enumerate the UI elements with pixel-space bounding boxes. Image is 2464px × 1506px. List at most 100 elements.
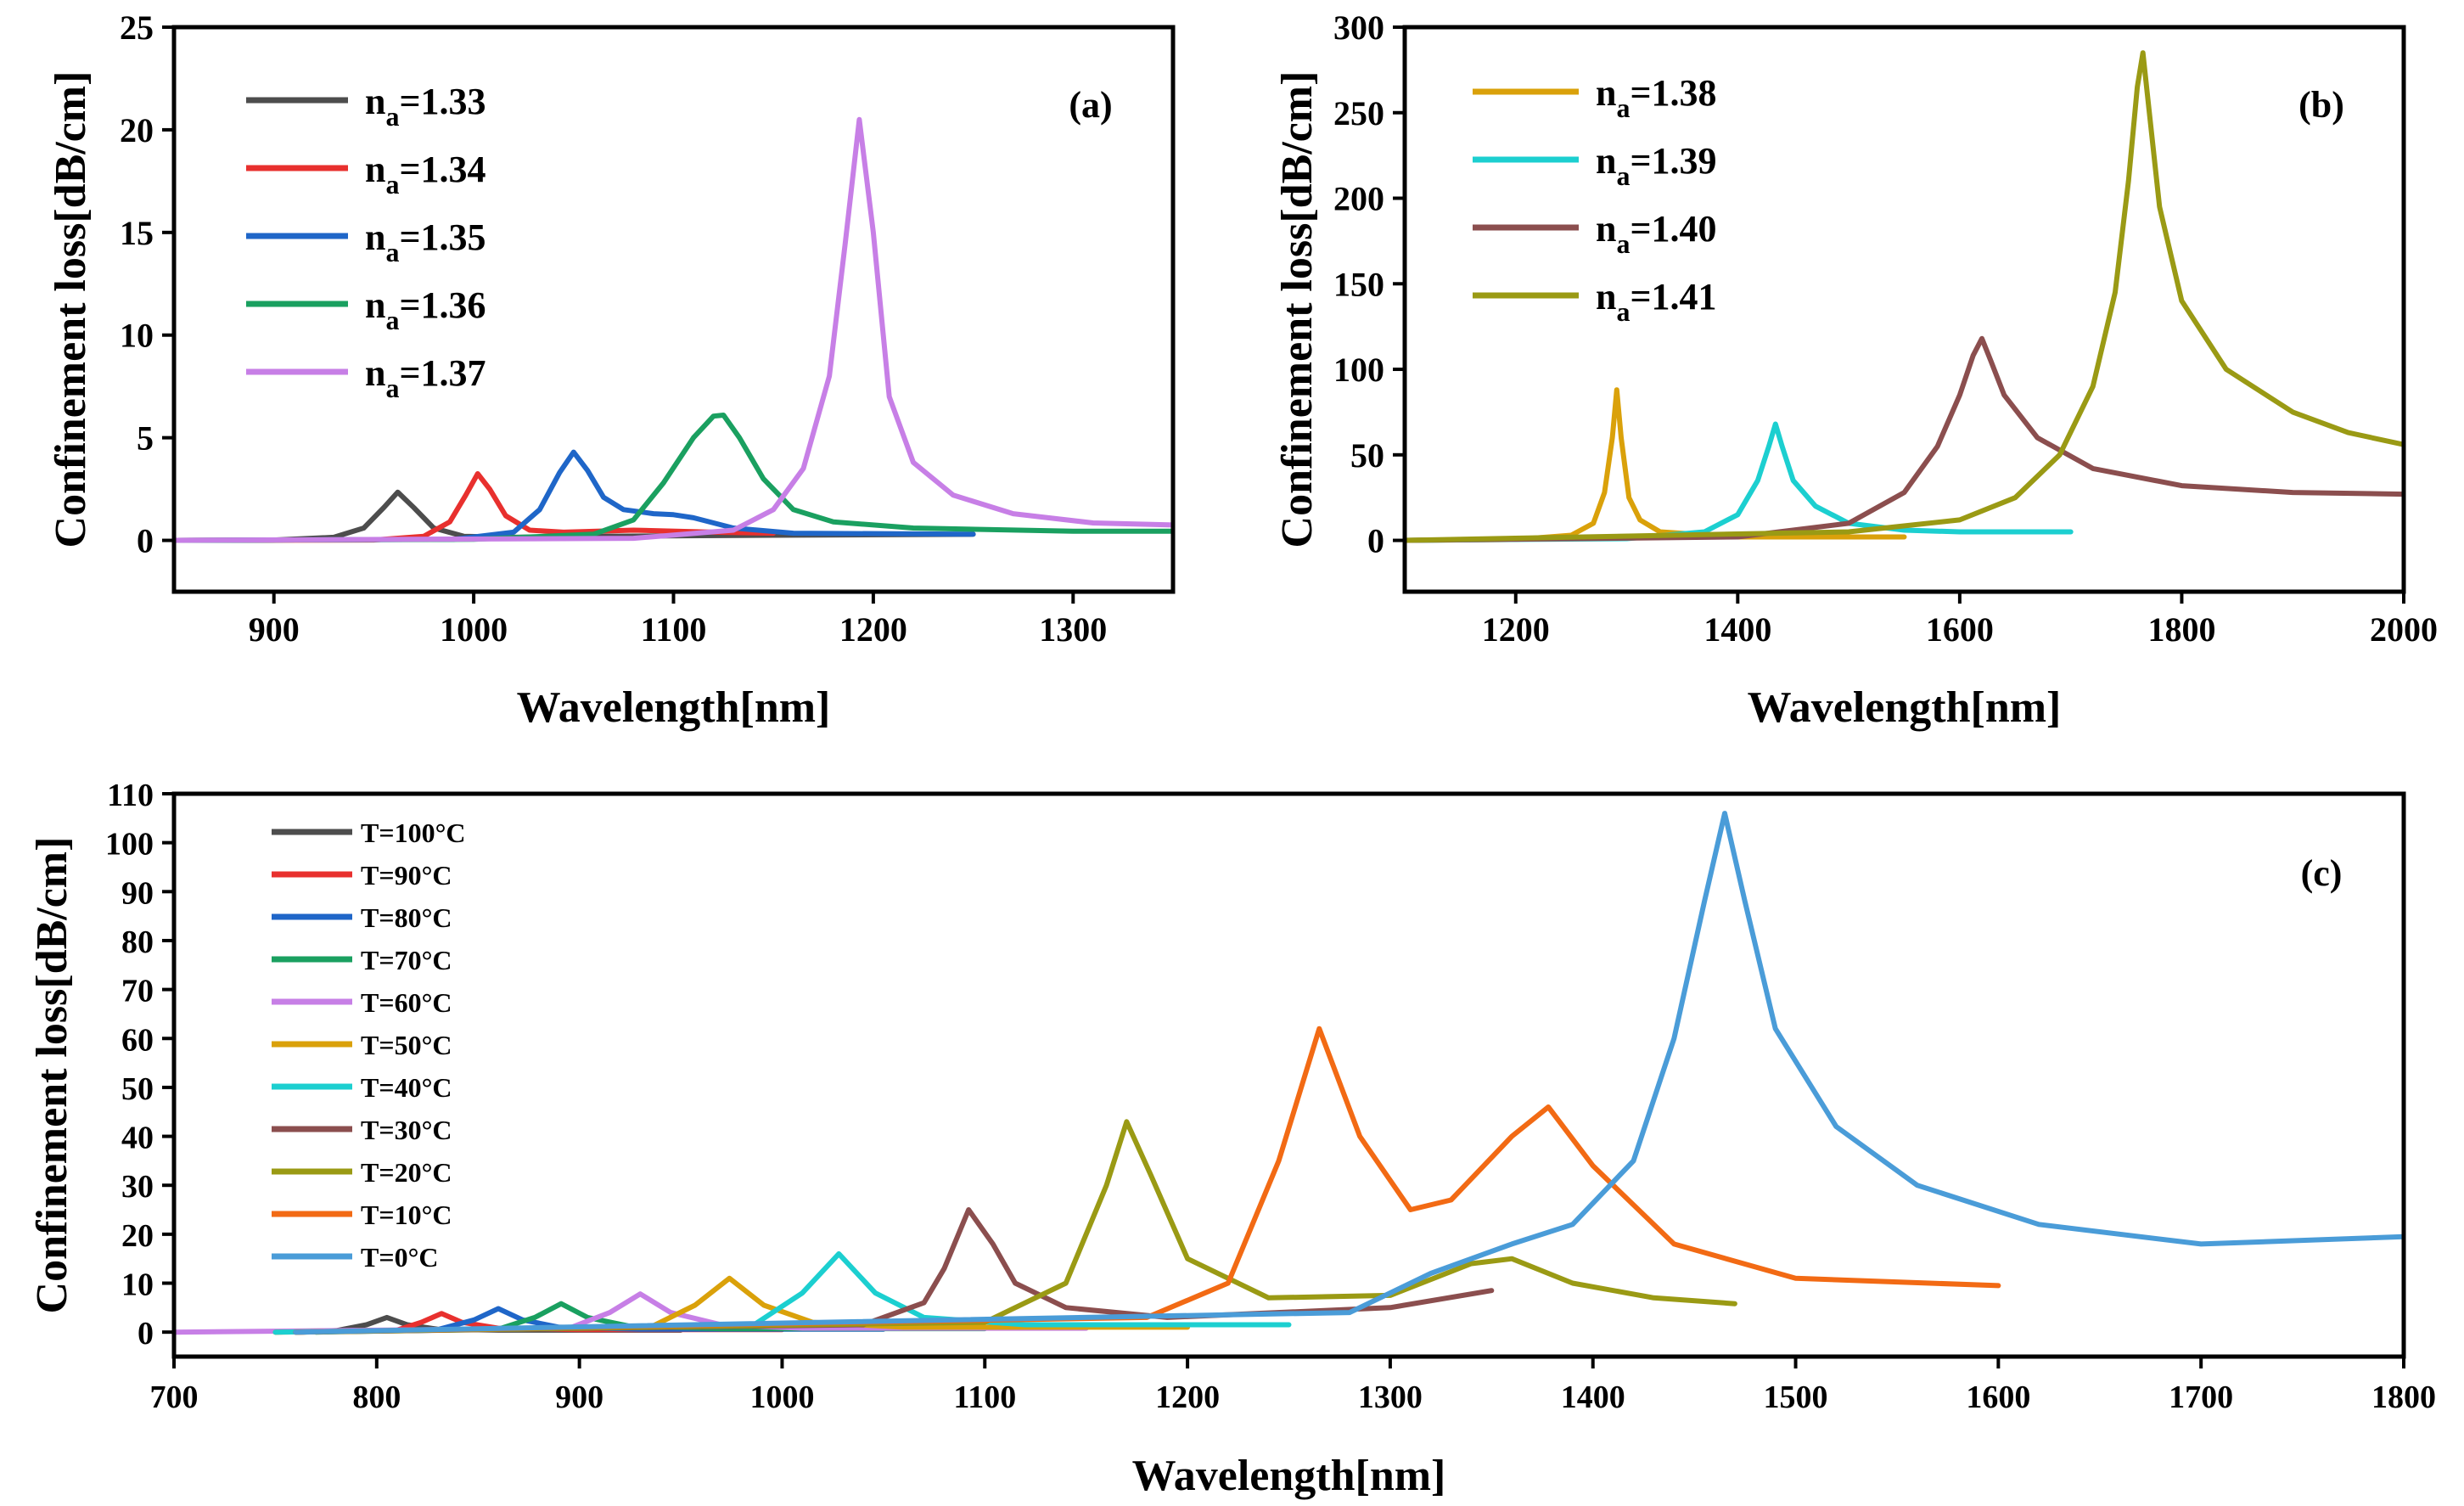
panel-label: (c) — [2301, 852, 2343, 894]
series-line-1 — [1405, 421, 2074, 543]
y-tick-label: 50 — [121, 1071, 154, 1107]
x-tick-label: 1700 — [2169, 1380, 2233, 1415]
x-tick-label: 1800 — [2371, 1380, 2436, 1415]
legend-label-base: n — [365, 81, 385, 122]
y-tick-label: 80 — [121, 924, 154, 960]
legend-label-value: =1.33 — [399, 81, 486, 122]
legend-label-value: =1.38 — [1630, 72, 1716, 114]
x-tick-label: 900 — [249, 610, 300, 649]
legend-label-subscript: a — [1616, 160, 1630, 191]
panel-label: (a) — [1069, 84, 1112, 126]
legend-label-base: n — [1596, 208, 1616, 250]
x-tick-label: 1400 — [1561, 1380, 1625, 1415]
y-tick-label: 50 — [1350, 436, 1384, 475]
legend-label-subscript: a — [385, 101, 399, 132]
legend-label-value: =1.40 — [1630, 208, 1716, 250]
legend-label-value: =1.36 — [399, 284, 486, 326]
legend-label: T=80°C — [361, 902, 452, 933]
legend-label: na=1.37 — [365, 352, 486, 403]
y-tick-label: 40 — [121, 1121, 154, 1156]
legend-label-base: n — [1596, 140, 1616, 182]
y-tick-label: 20 — [121, 1218, 154, 1254]
series-line-10 — [293, 811, 2404, 1335]
y-axis-title: Confinement loss[dB/cm] — [28, 837, 76, 1314]
y-tick-label: 5 — [137, 419, 154, 458]
x-axis-title: Wavelength[nm] — [1748, 683, 2062, 732]
legend-label-base: n — [1596, 276, 1616, 317]
x-tick-label: 1600 — [1966, 1380, 2030, 1415]
y-tick-label: 200 — [1333, 180, 1384, 218]
x-tick-label: 2000 — [2370, 610, 2438, 649]
y-tick-label: 150 — [1333, 265, 1384, 303]
legend-label: T=60°C — [361, 987, 452, 1018]
chart-panel-a: 900 1000 1100 1200 1300 0 5 10 15 20 25 Wavelength[… — [47, 8, 1176, 732]
legend-label: T=10°C — [361, 1200, 452, 1230]
legend-label-base: n — [365, 216, 385, 258]
x-tick-label: 1100 — [641, 610, 707, 649]
plot-frame — [171, 25, 1176, 594]
series-line-2 — [1405, 335, 2404, 543]
legend-label-value: =1.34 — [399, 149, 486, 190]
x-tick-label: 1300 — [1358, 1380, 1423, 1415]
legend-label-base: n — [365, 284, 385, 326]
chart-panel-c: 700 800 900 1000 1100 1200 1300 1400 1500 1600 170… — [28, 778, 2436, 1500]
y-tick-label: 0 — [138, 1316, 154, 1351]
series-line-3 — [174, 413, 1173, 543]
legend-label-base: n — [1596, 72, 1616, 114]
legend-label: T=40°C — [361, 1072, 452, 1103]
series-line-4 — [174, 116, 1173, 543]
y-tick-label: 10 — [121, 1267, 154, 1303]
legend-label-subscript: a — [385, 169, 399, 199]
x-axis-title: Wavelength[nm] — [1132, 1452, 1446, 1500]
y-tick-label: 100 — [1333, 351, 1384, 389]
legend-label-base: n — [365, 352, 385, 394]
series-line-0 — [1405, 387, 1907, 543]
x-tick-label: 700 — [150, 1380, 199, 1415]
plot-frame — [1402, 25, 2406, 594]
x-tick-label: 1600 — [1926, 610, 1994, 649]
y-tick-label: 250 — [1333, 94, 1384, 132]
y-tick-label: 0 — [1367, 522, 1384, 560]
series-line-6 — [272, 1250, 1292, 1335]
x-tick-label: 1500 — [1764, 1380, 1828, 1415]
x-tick-label: 1400 — [1703, 610, 1771, 649]
x-tick-label: 1200 — [1155, 1380, 1220, 1415]
series-line-2 — [174, 449, 976, 543]
legend-label-value: =1.41 — [1630, 276, 1716, 317]
y-tick-label: 300 — [1333, 8, 1384, 47]
y-tick-label: 30 — [121, 1169, 154, 1205]
y-tick-label: 15 — [120, 214, 154, 252]
x-tick-label: 800 — [352, 1380, 401, 1415]
y-tick-label: 20 — [120, 111, 154, 149]
legend-label: T=90°C — [361, 860, 452, 891]
y-tick-label: 0 — [137, 522, 154, 560]
x-tick-label: 1300 — [1039, 610, 1107, 649]
legend-label-subscript: a — [1616, 296, 1630, 327]
legend-label: T=70°C — [361, 945, 452, 975]
x-tick-label: 1800 — [2147, 610, 2215, 649]
y-tick-label: 60 — [121, 1022, 154, 1058]
y-tick-label: 110 — [107, 778, 154, 813]
legend-label: T=50°C — [361, 1030, 452, 1060]
legend-label: na=1.40 — [1596, 208, 1717, 259]
x-tick-label: 1200 — [839, 610, 907, 649]
legend-label-subscript: a — [1616, 228, 1630, 259]
legend-label: na=1.39 — [1596, 140, 1717, 191]
legend-label-value: =1.37 — [399, 352, 486, 394]
panel-label: (b) — [2298, 84, 2344, 126]
x-tick-label: 900 — [555, 1380, 603, 1415]
legend-label: na=1.35 — [365, 216, 486, 267]
series-line-3 — [1405, 50, 2404, 543]
legend-label: T=100°C — [361, 818, 465, 848]
legend-label: T=30°C — [361, 1115, 452, 1145]
x-tick-label: 1000 — [749, 1380, 814, 1415]
x-axis-title: Wavelength[nm] — [517, 683, 831, 732]
legend-label-subscript: a — [385, 237, 399, 267]
legend-label: na=1.33 — [365, 81, 486, 132]
legend-label-value: =1.39 — [1630, 140, 1716, 182]
legend-label-value: =1.35 — [399, 216, 486, 258]
series-line-1 — [174, 471, 777, 543]
